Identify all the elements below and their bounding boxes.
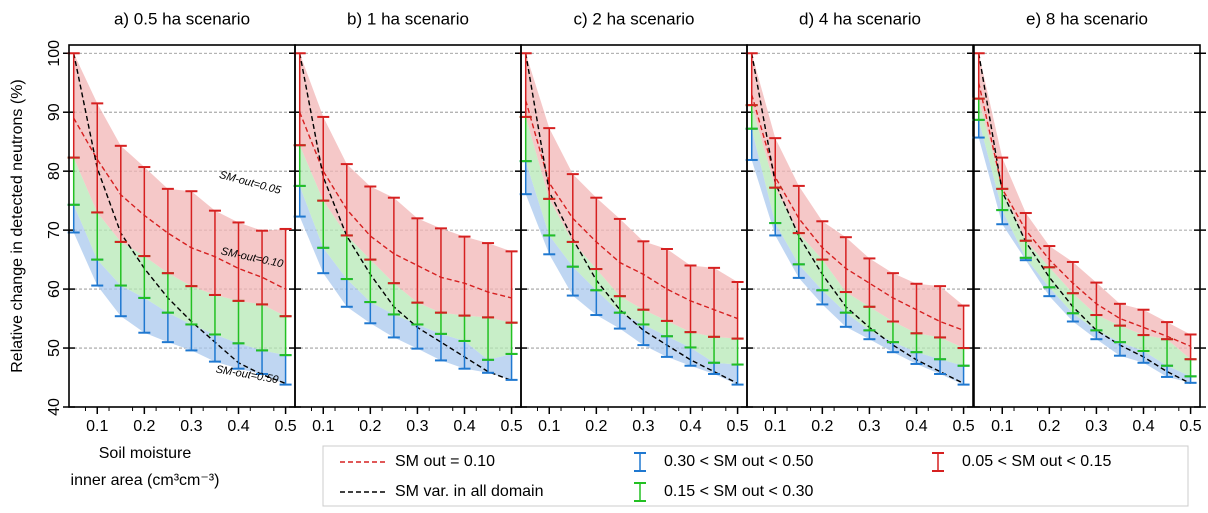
series-line [751,94,964,332]
band-area [978,119,1191,383]
band-area [73,157,286,356]
x-tick-label: 0.3 [1085,418,1107,435]
band-area [73,204,286,385]
series-line [751,53,964,385]
legend-label: SM out = 0.10 [395,453,495,470]
x-axis-title: inner area (cm³cm⁻³) [71,472,220,489]
x-tick-label: 0.1 [86,418,108,435]
x-tick-label: 0.2 [359,418,381,435]
series-line [299,53,512,382]
x-tick-label: 0.2 [133,418,155,435]
x-tick-label: 0.4 [227,418,249,435]
band-area [751,128,964,385]
legend-box [322,445,1189,507]
legend-label: 0.15 < SM out < 0.30 [664,483,814,500]
series-line [299,111,512,299]
y-tick-label: 40 [46,398,63,416]
x-tick-label: 0.3 [406,418,428,435]
legend-label: 0.30 < SM out < 0.50 [664,453,814,470]
x-tick-label: 0.2 [811,418,833,435]
x-tick-label: 0.1 [312,418,334,435]
x-tick-label: 0.2 [1038,418,1060,435]
band-area [525,161,738,385]
plot-frame [973,44,1201,408]
panel-title: a) 0.5 ha scenario [114,9,250,28]
y-tick-label: 90 [46,103,63,121]
panel-title: c) 2 ha scenario [574,9,695,28]
legend-label: SM var. in all domain [395,483,544,500]
band-area [978,53,1191,360]
series-line [978,82,1191,347]
y-tick-label: 70 [46,221,63,239]
panel-title: b) 1 ha scenario [347,9,469,28]
series-line [525,100,738,320]
y-tick-label: 100 [46,40,63,67]
y-tick-label: 80 [46,162,63,180]
x-axis-title: Soil moisture [99,445,192,462]
band-area [299,53,512,323]
band-area [73,53,286,317]
x-tick-label: 0.5 [274,418,296,435]
series-line [978,53,1191,385]
y-tick-label: 50 [46,339,63,357]
band-area [751,53,964,349]
x-tick-label: 0.4 [679,418,701,435]
x-tick-label: 0.4 [453,418,475,435]
band-area [525,53,738,339]
band-area [525,116,738,365]
legend-label: 0.05 < SM out < 0.15 [962,453,1112,470]
x-tick-label: 0.3 [632,418,654,435]
x-tick-label: 0.1 [991,418,1013,435]
band-area [978,98,1191,377]
plot-frame [746,44,974,408]
x-tick-label: 0.1 [538,418,560,435]
x-tick-label: 0.5 [500,418,522,435]
series-line [73,53,286,385]
x-tick-label: 0.1 [764,418,786,435]
x-tick-label: 0.2 [585,418,607,435]
y-tick-label: 60 [46,280,63,298]
x-tick-label: 0.4 [905,418,927,435]
series-line [73,117,286,290]
panel-title: d) 4 ha scenario [799,9,921,28]
panel-title: e) 8 ha scenario [1026,9,1148,28]
x-tick-label: 0.5 [952,418,974,435]
x-tick-label: 0.4 [1132,418,1154,435]
y-axis-title: Relative change in detected neutrons (%) [9,79,26,373]
x-tick-label: 0.3 [858,418,880,435]
band-area [751,105,964,366]
series-line [525,53,738,385]
x-tick-label: 0.5 [726,418,748,435]
annotation: SM-out=0.05 [218,169,283,197]
x-tick-label: 0.5 [1179,418,1201,435]
x-tick-label: 0.3 [180,418,202,435]
